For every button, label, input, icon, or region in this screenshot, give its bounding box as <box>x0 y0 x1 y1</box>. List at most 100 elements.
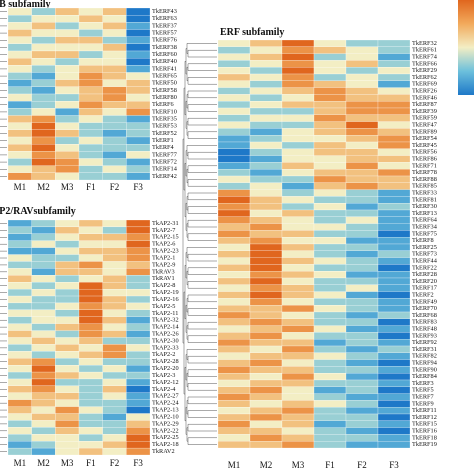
heatmap-cell <box>313 305 347 313</box>
heatmap-cell <box>345 393 379 401</box>
heatmap-cell <box>55 302 80 310</box>
row-label: TkAP2-20 <box>152 365 179 372</box>
heatmap-cell <box>126 295 151 304</box>
heatmap-cell <box>7 434 32 442</box>
heatmap-cell <box>31 122 56 130</box>
heatmap-cell <box>377 162 411 170</box>
heatmap-cell <box>102 151 127 159</box>
heatmap-cell <box>31 392 56 400</box>
dendrogram-branch <box>187 355 217 364</box>
heatmap-cell <box>281 345 315 353</box>
heatmap-cell <box>78 58 103 66</box>
dendrogram-branch <box>0 118 7 120</box>
heatmap-cell <box>345 101 379 109</box>
dendrogram-branch <box>0 61 7 70</box>
heatmap-cell <box>377 311 411 319</box>
heatmap-cell <box>102 406 127 414</box>
row-label: TkERF80 <box>152 94 177 101</box>
row-label: TkERF19 <box>412 441 437 448</box>
heatmap-cell <box>345 318 379 326</box>
column-label: M3 <box>61 458 74 468</box>
heatmap-cell <box>31 22 56 30</box>
heatmap-cell <box>281 434 315 442</box>
heatmap-cell <box>345 339 379 347</box>
heatmap-cell <box>78 233 103 241</box>
heatmap-cell <box>102 309 127 317</box>
heatmap-cell <box>377 223 411 231</box>
heatmap-cell <box>281 250 315 258</box>
heatmap-cell <box>55 420 80 428</box>
heatmap-cell <box>377 345 411 353</box>
heatmap-cell <box>249 189 283 197</box>
heatmap-cell <box>7 268 32 276</box>
heatmap-cell <box>313 196 347 204</box>
column-label: F1 <box>86 182 96 192</box>
dendrogram-branch <box>0 396 7 404</box>
heatmap-cell <box>345 373 379 381</box>
heatmap-cell <box>217 39 251 47</box>
heatmap-cell <box>126 144 151 152</box>
heatmap-cell <box>377 87 411 95</box>
row-label: TkAP2-2 <box>152 351 175 358</box>
dendrogram-branch <box>187 104 217 112</box>
heatmap-cell <box>345 434 379 442</box>
heatmap-cell <box>281 223 315 231</box>
row-label: TkERF8 <box>412 237 434 244</box>
heatmap-cell <box>78 447 103 456</box>
row-label: TkERF48 <box>412 325 437 332</box>
heatmap-cell <box>217 345 251 353</box>
heatmap-cell <box>126 7 151 16</box>
heatmap-cell <box>377 237 411 245</box>
heatmap-cell <box>217 352 251 360</box>
heatmap-cell <box>78 108 103 116</box>
dendrogram-branch <box>187 423 217 432</box>
heatmap-cell <box>281 298 315 306</box>
heatmap-cell <box>102 413 127 421</box>
heatmap-cell <box>217 94 251 102</box>
heatmap-cell <box>249 277 283 285</box>
heatmap-cell <box>31 427 56 435</box>
heatmap-cell <box>55 226 80 234</box>
heatmap-cell <box>249 80 283 88</box>
heatmap-cell <box>313 114 347 122</box>
heatmap-cell <box>345 141 379 149</box>
row-label: TkERF94 <box>412 359 438 366</box>
heatmap-cell <box>31 233 56 241</box>
heatmap-cell <box>345 203 379 211</box>
heatmap-cell <box>281 420 315 428</box>
heatmap-cell <box>55 441 80 449</box>
heatmap-cell <box>377 121 411 129</box>
heatmap-cell <box>281 73 315 81</box>
heatmap-cell <box>345 196 379 204</box>
heatmap-cell <box>345 366 379 374</box>
dendrogram-branch <box>186 43 217 54</box>
heatmap-cell <box>249 325 283 333</box>
heatmap-cell <box>55 371 80 380</box>
heatmap-cell <box>102 58 127 66</box>
heatmap-cell <box>126 330 151 338</box>
row-label: TkERF74 <box>412 53 438 60</box>
heatmap-cell <box>313 298 347 306</box>
heatmap-cell <box>345 182 379 190</box>
heatmap-cell <box>31 101 56 109</box>
row-label: TkAP2-14 <box>152 324 179 331</box>
heatmap-cell <box>102 344 127 352</box>
row-label: TkERF64 <box>412 217 438 224</box>
heatmap-cell <box>7 261 32 269</box>
heatmap-cell <box>55 247 80 255</box>
heatmap-cell <box>126 86 151 95</box>
heatmap-cell <box>345 284 379 292</box>
row-label: TkERF90 <box>412 366 437 373</box>
heatmap-cell <box>377 359 411 367</box>
heatmap-cell <box>7 15 32 23</box>
heatmap-cell <box>217 441 251 449</box>
row-label: TkERF14 <box>152 166 178 173</box>
heatmap-cell <box>249 386 283 394</box>
dendrogram-branch <box>187 192 217 201</box>
heatmap-cell <box>78 288 103 297</box>
heatmap-cell <box>281 216 315 224</box>
heatmap-cell <box>126 226 151 234</box>
heatmap-cell <box>78 371 103 380</box>
heatmap-cell <box>7 427 32 435</box>
dendrogram-branch <box>187 63 217 71</box>
